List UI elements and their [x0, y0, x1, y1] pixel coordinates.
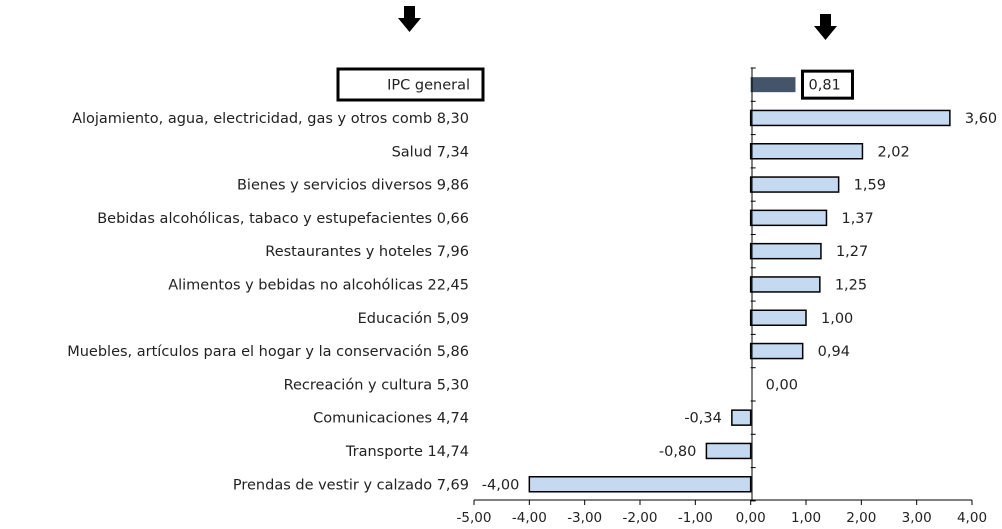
category-label: IPC general	[387, 78, 470, 94]
bar-10	[731, 409, 752, 426]
bar-5	[749, 242, 822, 260]
x-tick-label: -4,00	[512, 510, 547, 526]
x-tick-label: 0,00	[736, 510, 766, 526]
bar-1	[749, 109, 951, 127]
x-tick-label: -5,00	[457, 510, 492, 526]
value-label: 0,94	[818, 344, 850, 360]
category-label: Muebles, artículos para el hogar y la co…	[67, 344, 469, 360]
category-label: Restaurantes y hoteles 7,96	[265, 244, 469, 260]
value-label: 1,37	[841, 211, 873, 227]
value-label: 1,25	[835, 277, 867, 293]
bar-12	[528, 476, 752, 493]
value-label: 0,00	[766, 377, 798, 393]
bar-4	[749, 209, 828, 227]
category-label: Comunicaciones 4,74	[313, 411, 469, 427]
value-label: 1,00	[821, 311, 853, 327]
x-tick-label: 4,00	[957, 510, 987, 526]
category-label: Bebidas alcohólicas, tabaco y estupefaci…	[97, 211, 469, 227]
value-label: -0,80	[659, 444, 697, 460]
category-label: Educación 5,09	[358, 311, 469, 327]
value-label: 2,02	[877, 144, 909, 160]
value-label: -0,34	[684, 411, 722, 427]
category-label: Salud 7,34	[392, 144, 469, 160]
bar-8	[749, 342, 804, 360]
value-label: 3,60	[965, 111, 997, 127]
ipc-general-label-box	[336, 67, 485, 102]
value-label: 1,59	[854, 178, 886, 194]
bar-3	[749, 176, 840, 193]
bar-6	[749, 276, 821, 293]
value-label: 1,27	[836, 244, 868, 260]
bar-7	[749, 309, 807, 326]
bar-11	[705, 442, 752, 460]
value-label: -4,00	[482, 477, 520, 493]
value-label: 0,81	[808, 78, 840, 94]
x-tick-label: -2,00	[623, 510, 658, 526]
category-label: Bienes y servicios diversos 9,86	[237, 178, 469, 194]
x-tick-label: 1,00	[791, 510, 821, 526]
x-tick-label: -3,00	[567, 510, 602, 526]
arrow-down-icon	[814, 14, 837, 40]
category-label: Alojamiento, agua, electricidad, gas y o…	[72, 111, 469, 127]
bar-0	[750, 77, 796, 93]
arrow-down-icon	[398, 6, 421, 32]
category-label: Transporte 14,74	[345, 444, 469, 460]
bar-2	[749, 143, 864, 160]
x-tick-label: 3,00	[902, 510, 932, 526]
category-label: Prendas de vestir y calzado 7,69	[233, 477, 469, 493]
x-tick-label: 2,00	[846, 510, 876, 526]
x-tick-label: -1,00	[678, 510, 713, 526]
ipc-value-box	[800, 69, 854, 100]
category-label: Alimentos y bebidas no alcohólicas 22,45	[168, 277, 469, 293]
category-label: Recreación y cultura 5,30	[284, 377, 469, 393]
